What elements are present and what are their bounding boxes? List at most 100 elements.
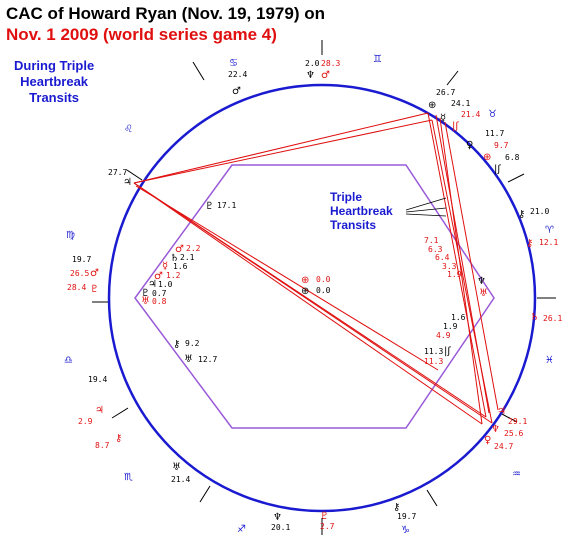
sun-icon: ⊕ [301,286,309,297]
planet-degree: 26.5 [70,269,89,278]
planet-degree: 28.3 [321,59,340,68]
planet-degree: 24.7 [494,442,513,451]
planet-degree: 7.1 [424,236,439,245]
chiron-icon: ⚷ [393,502,400,513]
virgo-icon: ♍ [66,230,75,241]
planet-degree: 12.1 [539,238,558,247]
venus-icon: ♂ [154,271,163,282]
aspect-line [133,182,483,425]
scorpio-icon: ♏ [124,472,133,483]
jupiter-icon: ♃ [148,279,157,290]
pointer-line [405,213,447,217]
jupiter-icon: ♃ [123,177,132,188]
taurus-icon: ♉ [488,109,497,120]
sagittarius-icon: ♐ [237,524,246,535]
mars-icon: ♂ [321,70,330,81]
divider [199,485,211,503]
leo-icon: ♌ [124,124,133,135]
transit-note-line: Heartbreak [330,204,393,218]
side-note: During Triple Heartbreak Transits [14,58,94,106]
planet-degree: 8.7 [95,441,110,450]
divider [507,173,525,183]
gemini-icon: ♊ [373,54,382,65]
hexagon [134,164,495,429]
aspect-line [444,121,499,411]
transit-note: Triple Heartbreak Transits [330,190,393,232]
planet-degree: 2.1 [180,253,195,262]
planet-degree: 2.0 [305,59,320,68]
planet-degree: 6.4 [435,253,450,262]
chart-title: CAC of Howard Ryan (Nov. 19, 1979) on [6,4,325,23]
planet-degree: 22.4 [228,70,247,79]
uranus-icon: ♅ [141,296,150,307]
divider [192,61,205,81]
planet-degree: 21.0 [530,207,549,216]
divider [426,489,438,507]
planet-degree: 20.1 [271,523,290,532]
chiron-icon: ⚷ [115,433,122,444]
pluto-icon: ♇ [320,511,329,522]
note-pointers [405,197,447,217]
aries-icon: ♈ [545,225,554,236]
mars-icon: ♂ [175,244,184,255]
transit-note-line: Triple [330,190,363,204]
neptune-icon: ♆ [273,512,282,523]
side-note-line: Heartbreak [20,74,89,89]
planet-degree: 21.4 [461,110,480,119]
mercury-icon: ☿ [440,113,446,124]
planet-degree: 1.9 [447,270,462,279]
planet-degree: 12.7 [198,355,217,364]
planet-degree: 28.4 [67,283,86,292]
pluto-icon: ♇ [90,284,99,295]
planet-degree: 1.6 [451,313,466,322]
libra-icon: ♎ [64,355,73,366]
uranus-icon: ♅ [479,288,488,299]
pluto-icon: ♇ [141,288,150,299]
jupiter-icon: ♃ [95,405,104,416]
planet-degree: 0.0 [316,275,331,284]
planet-degree: 1.0 [158,280,173,289]
planet-degree: 6.3 [428,245,443,254]
sign-dividers [92,40,556,535]
planet-degree: 19.4 [88,375,107,384]
aquarius-icon: ♒ [512,469,521,480]
uranus-icon: ♅ [184,354,193,365]
planet-degree: 25.6 [504,429,523,438]
planet-degree: 21.4 [171,475,190,484]
planet-degree: 26.1 [543,314,562,323]
side-note-line: Transits [29,90,80,105]
mercury-icon: ☿ [162,261,168,272]
chiron-icon: ⚷ [526,238,533,249]
planet-degree: 3.3 [442,262,457,271]
neptune-icon: ♆ [491,424,500,435]
chiron-icon: ⚷ [518,209,525,220]
aspect-line [435,114,490,414]
transit-note-line: Transits [330,218,377,232]
planet-degree: 19.7 [397,512,416,521]
mars-icon: ♂ [232,86,241,97]
planet-degree: 11.3 [424,347,443,356]
planet-degree: 2.9 [78,417,93,426]
aspect-line [439,117,483,425]
sun-icon: ⊕ [428,100,436,111]
venus-icon: ♀ [484,435,491,446]
saturn-icon: ♄ [170,253,179,264]
neptune-icon: ♆ [306,70,315,81]
uranus-icon: ♅ [172,462,181,473]
cancer-icon: ♋ [229,58,238,69]
aspect-line [427,112,487,418]
planet-degree: 1.6 [173,262,188,271]
aspect-line [133,119,433,184]
inner-labels: ♇ 17.1 ♂ 2.2 ♄ 2.1 ☿ 1.6 ♂ 1.2 ♃ 1.0 ♇ 0… [141,201,488,366]
planet-degree: 26.7 [436,88,455,97]
planet-degree: 2.2 [186,244,201,253]
pointer-line [405,197,447,211]
aspect-line [133,112,429,184]
planet-degree: 29.1 [508,417,527,426]
venus-icon: ♀ [466,140,473,151]
planet-degree: 0.7 [152,289,167,298]
side-note-line: During Triple [14,58,95,73]
mars-icon: ♂ [90,268,99,279]
zodiac-glyphs: ♋ ♊ ♉ ♈ ♓ ♒ ♑ ♐ ♏ ♎ ♍ ♌ [64,54,554,536]
